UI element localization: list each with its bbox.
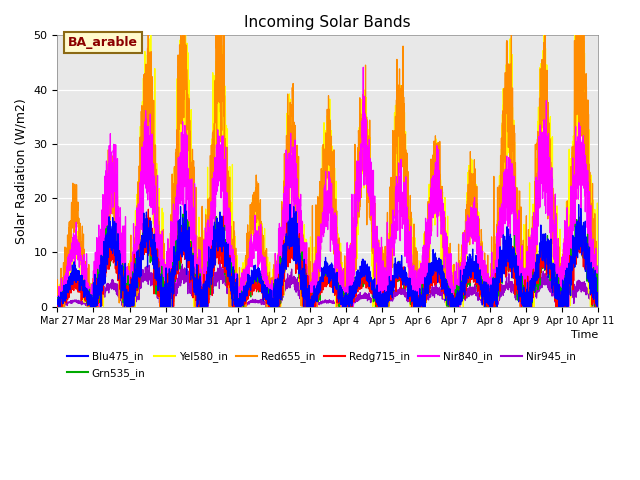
Y-axis label: Solar Radiation (W/m2): Solar Radiation (W/m2) bbox=[15, 98, 28, 244]
Text: Time: Time bbox=[571, 330, 598, 339]
Legend: Blu475_in, Grn535_in, Yel580_in, Red655_in, Redg715_in, Nir840_in, Nir945_in: Blu475_in, Grn535_in, Yel580_in, Red655_… bbox=[63, 348, 580, 383]
Title: Incoming Solar Bands: Incoming Solar Bands bbox=[244, 15, 411, 30]
Text: BA_arable: BA_arable bbox=[68, 36, 138, 49]
